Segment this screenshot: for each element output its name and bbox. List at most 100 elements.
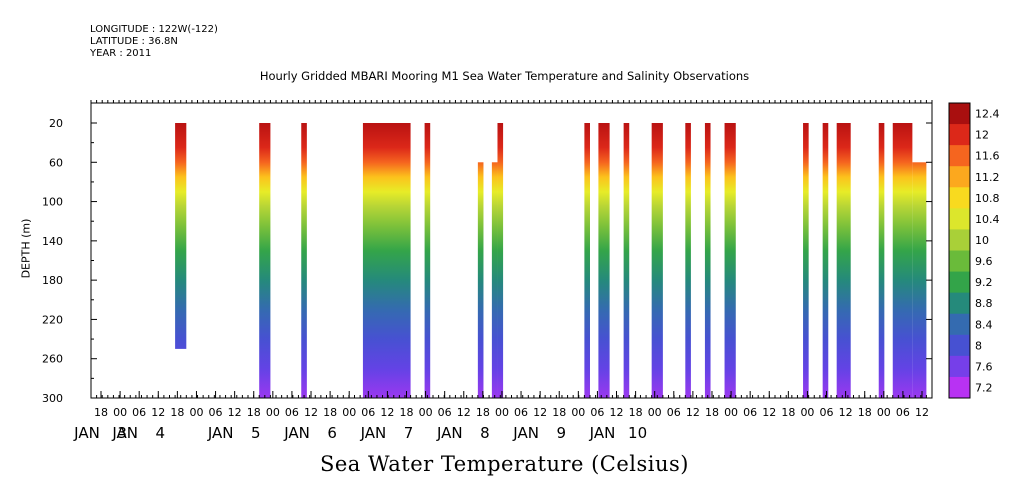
colorbar-band — [949, 166, 970, 188]
x-hour-label: 18 — [552, 406, 566, 419]
colorbar-label: 9.2 — [975, 276, 993, 289]
data-segment — [491, 162, 498, 398]
colorbar-label: 7.2 — [975, 381, 993, 394]
y-tick-label: 300 — [42, 392, 63, 405]
colorbar-label: 7.6 — [975, 360, 993, 373]
x-hour-label: 06 — [209, 406, 223, 419]
x-hour-label: 18 — [781, 406, 795, 419]
x-day-label: 9 — [556, 424, 566, 442]
x-day-label: 8 — [480, 424, 490, 442]
x-hour-label: 12 — [915, 406, 929, 419]
x-hour-label: 00 — [724, 406, 738, 419]
x-hour-label: 00 — [419, 406, 433, 419]
colorbar-label: 11.2 — [975, 171, 1000, 184]
x-hour-label: 18 — [170, 406, 184, 419]
data-segment — [704, 123, 711, 398]
x-day-label: JAN — [589, 424, 616, 442]
x-hour-label: 06 — [820, 406, 834, 419]
y-tick-label: 260 — [42, 353, 63, 366]
x-hour-label: 12 — [151, 406, 165, 419]
colorbar-label: 10.4 — [975, 213, 1000, 226]
x-hour-label: 06 — [361, 406, 375, 419]
x-hour-label: 00 — [189, 406, 203, 419]
colorbar-label: 8.8 — [975, 297, 993, 310]
x-hour-label: 00 — [266, 406, 280, 419]
latitude-label: LATITUDE : 36.8N — [90, 36, 178, 47]
chart-title: Hourly Gridded MBARI Mooring M1 Sea Wate… — [259, 69, 750, 83]
x-hour-label: 12 — [610, 406, 624, 419]
data-segment — [912, 162, 927, 398]
colorbar-title: Sea Water Temperature (Celsius) — [319, 452, 689, 476]
colorbar-band — [949, 313, 970, 336]
x-hour-label: 00 — [342, 406, 356, 419]
x-hour-label: 12 — [228, 406, 242, 419]
x-hour-label: 06 — [667, 406, 681, 419]
x-hour-label: 00 — [648, 406, 662, 419]
x-day-label: JAN — [283, 424, 310, 442]
x-day-label: 5 — [251, 424, 261, 442]
data-segment — [584, 123, 590, 398]
x-day-label: 6 — [327, 424, 337, 442]
colorbar-band — [949, 376, 970, 399]
x-hour-label: 12 — [839, 406, 853, 419]
y-tick-label: 60 — [49, 156, 63, 169]
x-hour-label: 18 — [476, 406, 490, 419]
colorbar-band — [949, 250, 970, 273]
y-tick-label: 100 — [42, 196, 63, 209]
x-day-label: JAN — [512, 424, 539, 442]
colorbar-label: 11.6 — [975, 150, 1000, 163]
x-day-label: JAN — [73, 424, 100, 442]
x-hour-label: 06 — [743, 406, 757, 419]
data-segment — [685, 123, 691, 398]
longitude-label: LONGITUDE : 122W(-122) — [90, 24, 218, 35]
x-day-label: 10 — [628, 424, 647, 442]
x-hour-label: 18 — [629, 406, 643, 419]
x-hour-label: 06 — [896, 406, 910, 419]
data-segment — [497, 123, 504, 398]
x-hour-label: 12 — [380, 406, 394, 419]
data-segment — [301, 123, 307, 398]
data-segment — [623, 123, 630, 398]
x-hour-label: 06 — [438, 406, 452, 419]
x-day-label: JAN — [111, 424, 138, 442]
colorbar-band — [949, 124, 970, 146]
data-segment — [836, 123, 851, 398]
colorbar-label: 12 — [975, 129, 989, 142]
colorbar-label: 8 — [975, 339, 982, 352]
colorbar-label: 12.4 — [975, 108, 1000, 121]
data-segment — [803, 123, 809, 398]
data-segment — [878, 123, 885, 398]
colorbar-label: 9.6 — [975, 255, 993, 268]
data-segment — [598, 123, 610, 398]
x-day-label: 4 — [156, 424, 166, 442]
x-hour-label: 18 — [705, 406, 719, 419]
x-hour-label: 12 — [304, 406, 318, 419]
y-tick-label: 220 — [42, 313, 63, 326]
colorbar-band — [949, 145, 970, 167]
x-hour-label: 06 — [132, 406, 146, 419]
data-segment — [892, 123, 913, 398]
colorbar-band — [949, 103, 970, 125]
y-tick-label: 140 — [42, 235, 63, 248]
colorbar-band — [949, 187, 970, 209]
y-tick-label: 180 — [42, 274, 63, 287]
x-hour-label: 18 — [94, 406, 108, 419]
x-hour-label: 06 — [285, 406, 299, 419]
data-segment — [477, 162, 484, 398]
x-hour-label: 00 — [800, 406, 814, 419]
x-hour-label: 18 — [399, 406, 413, 419]
data-segment — [424, 123, 431, 398]
x-hour-label: 12 — [457, 406, 471, 419]
x-hour-label: 06 — [514, 406, 528, 419]
colorbar-band — [949, 271, 970, 294]
data-segment — [259, 123, 271, 398]
colorbar-label: 10 — [975, 234, 989, 247]
data-segment — [175, 123, 187, 349]
x-hour-label: 18 — [858, 406, 872, 419]
x-hour-label: 00 — [877, 406, 891, 419]
x-hour-label: 00 — [571, 406, 585, 419]
x-hour-label: 00 — [113, 406, 127, 419]
y-tick-label: 20 — [49, 117, 63, 130]
x-day-label: 7 — [404, 424, 414, 442]
